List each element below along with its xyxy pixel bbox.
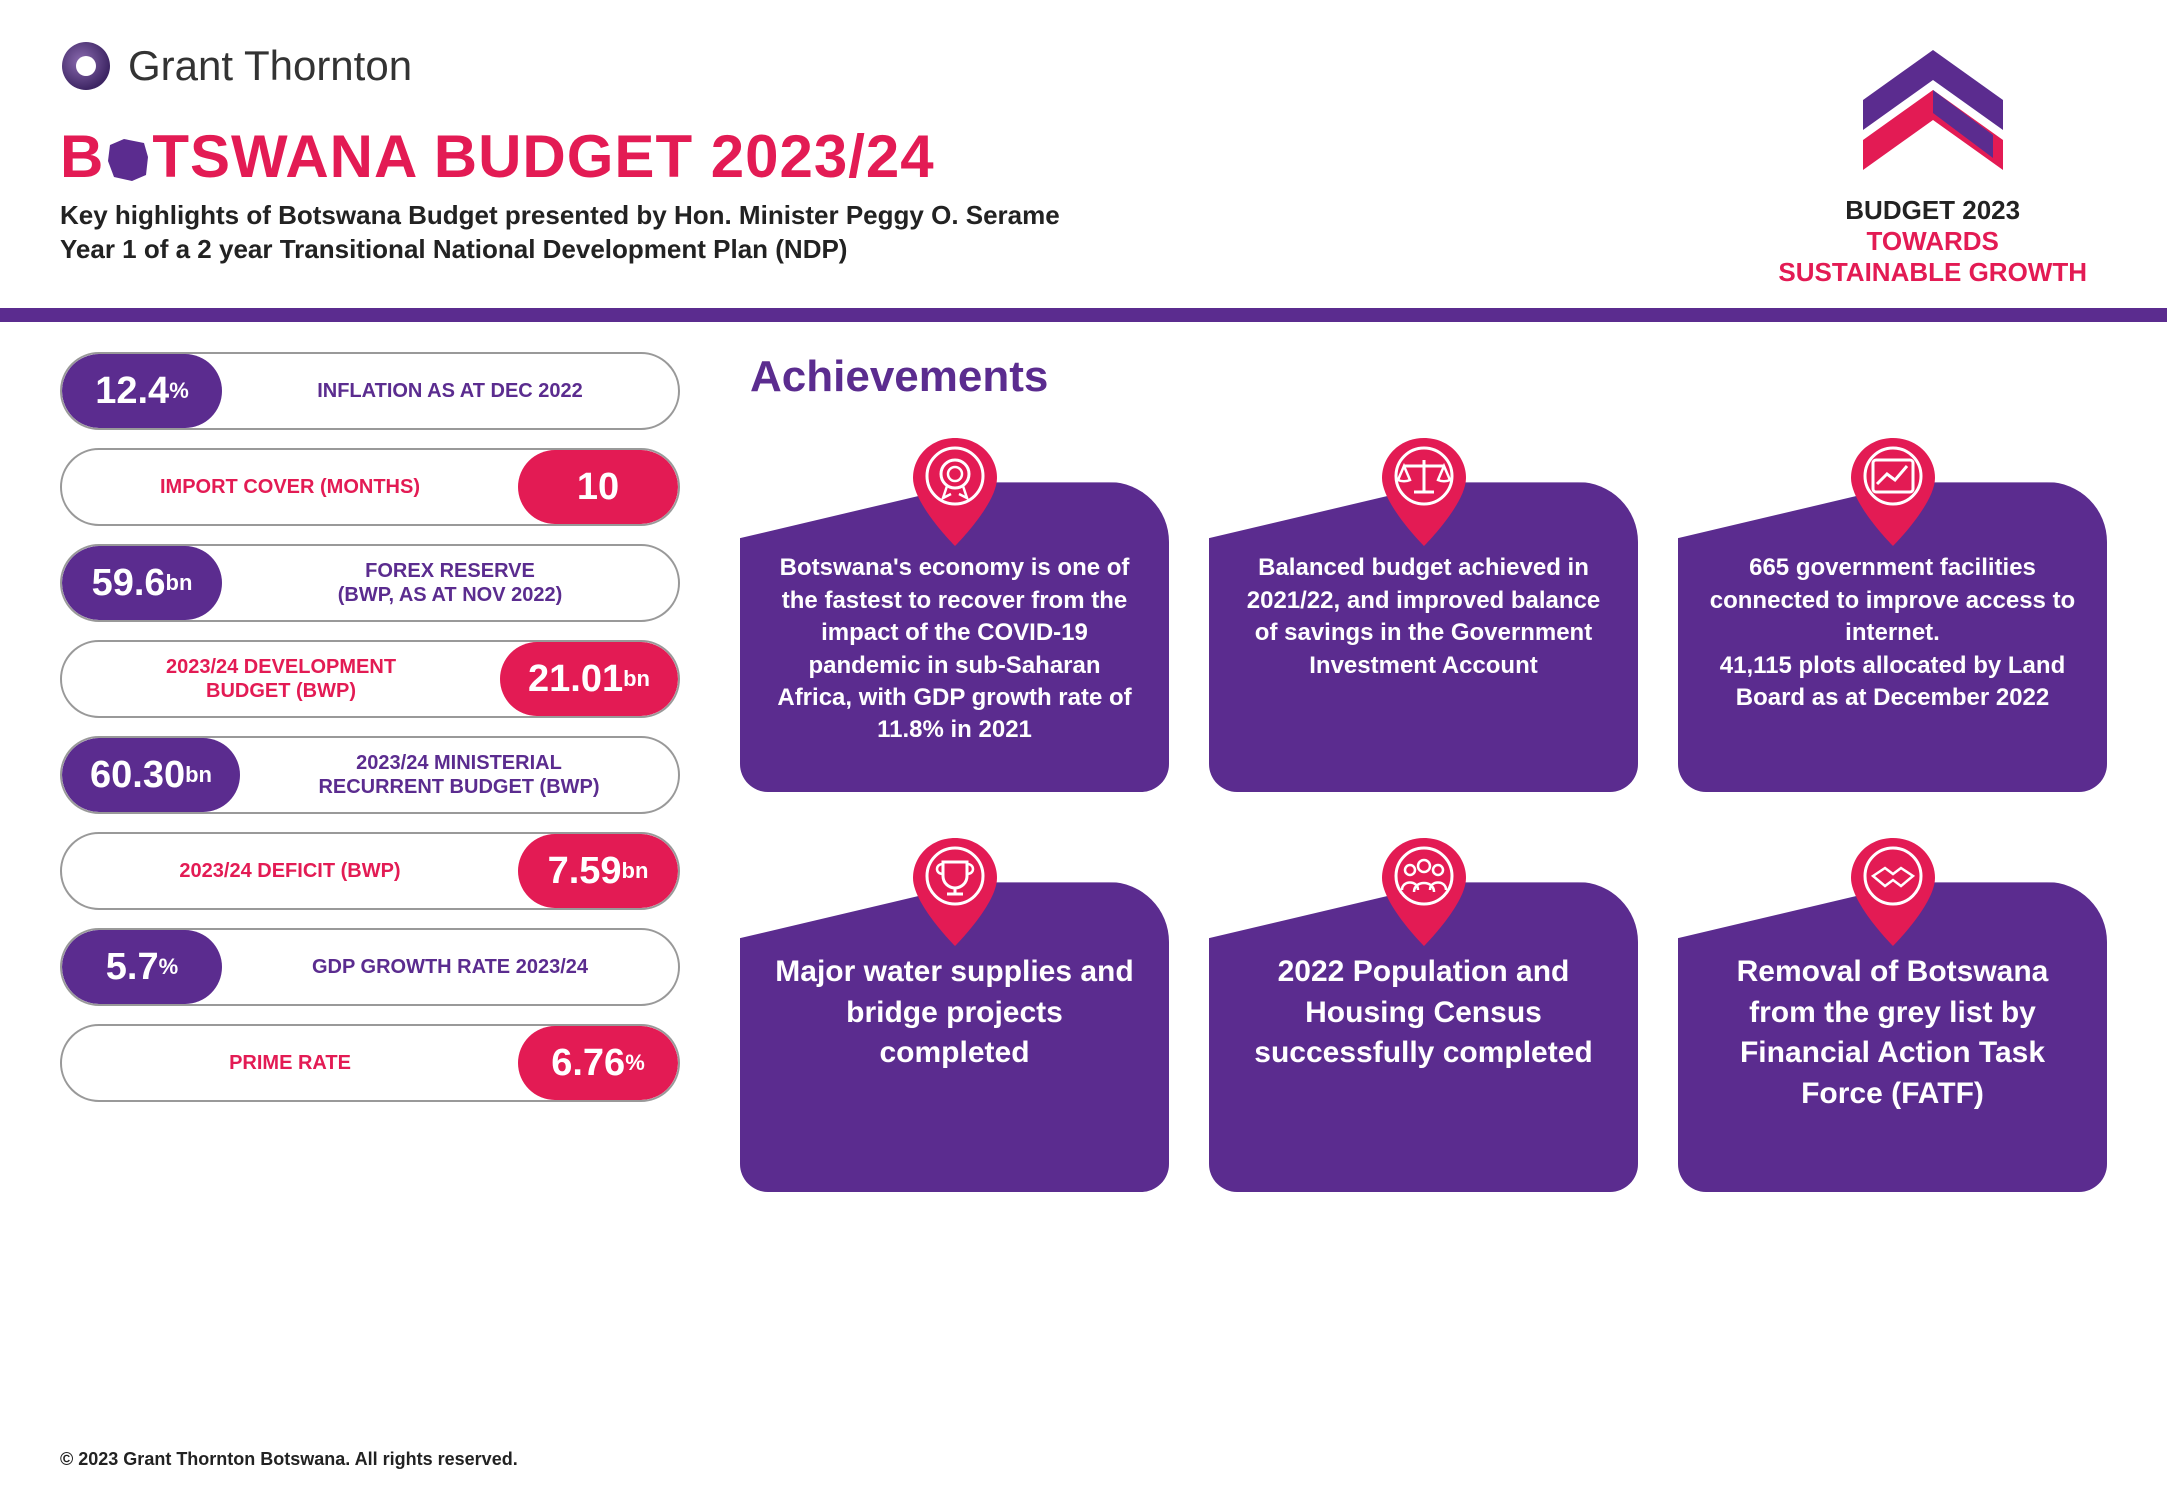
- subtitle-line-1: Key highlights of Botswana Budget presen…: [60, 199, 1778, 233]
- subtitle-line-2: Year 1 of a 2 year Transitional National…: [60, 233, 1778, 267]
- stat-value: 10: [518, 450, 678, 524]
- divider: [0, 308, 2167, 322]
- achievement-card: Removal of Botswana from the grey list b…: [1678, 832, 2107, 1192]
- stat-number: 6.76: [551, 1044, 625, 1082]
- stat-number: 12.4: [95, 372, 169, 410]
- stat-number: 7.59: [548, 852, 622, 890]
- stat-pill: 12.4%INFLATION AS AT DEC 2022: [60, 352, 680, 430]
- title-b: B: [60, 122, 104, 191]
- subtitle: Key highlights of Botswana Budget presen…: [60, 199, 1778, 267]
- stat-value: 60.30bn: [62, 738, 240, 812]
- stat-value: 6.76%: [518, 1026, 678, 1100]
- stat-value: 5.7%: [62, 930, 222, 1004]
- achievement-text: Balanced budget achieved in 2021/22, and…: [1239, 552, 1608, 682]
- badge-tag-2: SUSTAINABLE GROWTH: [1778, 257, 2087, 288]
- stat-pill: 5.7%GDP GROWTH RATE 2023/24: [60, 928, 680, 1006]
- stat-pill: PRIME RATE6.76%: [60, 1024, 680, 1102]
- stat-unit: bn: [166, 570, 193, 596]
- badge-tag-1: TOWARDS: [1778, 226, 2087, 257]
- achievement-text: Botswana's economy is one of the fastest…: [770, 552, 1139, 746]
- stat-pill: 60.30bn2023/24 MINISTERIALRECURRENT BUDG…: [60, 736, 680, 814]
- achievements-grid: Botswana's economy is one of the fastest…: [740, 432, 2107, 1192]
- scales-icon: [1374, 432, 1474, 557]
- header-left: Grant Thornton B TSWANA BUDGET 2023/24 K…: [60, 40, 1778, 288]
- achievement-card: Major water supplies and bridge projects…: [740, 832, 1169, 1192]
- budget-badge: BUDGET 2023 TOWARDS SUSTAINABLE GROWTH: [1778, 40, 2107, 288]
- chevron-up-icon: [1843, 40, 2023, 180]
- stat-number: 5.7: [106, 948, 159, 986]
- stat-value: 12.4%: [62, 354, 222, 428]
- stat-number: 60.30: [90, 756, 185, 794]
- header: Grant Thornton B TSWANA BUDGET 2023/24 K…: [0, 0, 2167, 288]
- brand-logo: Grant Thornton: [60, 40, 1778, 92]
- trophy-icon: [905, 832, 1005, 957]
- achievement-card: Botswana's economy is one of the fastest…: [740, 432, 1169, 792]
- achievement-text: Removal of Botswana from the grey list b…: [1708, 952, 2077, 1114]
- award-icon: [905, 432, 1005, 557]
- badge-year: BUDGET 2023: [1778, 195, 2087, 226]
- stat-label: 2023/24 MINISTERIALRECURRENT BUDGET (BWP…: [240, 751, 678, 799]
- stat-number: 21.01: [528, 660, 623, 698]
- achievement-card: Balanced budget achieved in 2021/22, and…: [1209, 432, 1638, 792]
- stat-label: FOREX RESERVE(BWP, AS AT NOV 2022): [222, 559, 678, 607]
- stat-label: GDP GROWTH RATE 2023/24: [222, 955, 678, 979]
- stat-unit: bn: [622, 858, 649, 884]
- brand-name: Grant Thornton: [128, 42, 412, 90]
- achievement-text: Major water supplies and bridge projects…: [770, 952, 1139, 1074]
- achievement-text: 2022 Population and Housing Census succe…: [1239, 952, 1608, 1074]
- stat-value: 59.6bn: [62, 546, 222, 620]
- stat-unit: %: [159, 954, 179, 980]
- achievement-card: 2022 Population and Housing Census succe…: [1209, 832, 1638, 1192]
- achievement-text: 665 government facilities connected to i…: [1708, 552, 2077, 714]
- stat-label: INFLATION AS AT DEC 2022: [222, 379, 678, 403]
- content: 12.4%INFLATION AS AT DEC 2022IMPORT COVE…: [0, 352, 2167, 1192]
- stat-label: 2023/24 DEFICIT (BWP): [62, 859, 518, 883]
- stat-unit: bn: [623, 666, 650, 692]
- stats-column: 12.4%INFLATION AS AT DEC 2022IMPORT COVE…: [60, 352, 680, 1192]
- people-icon: [1374, 832, 1474, 957]
- stat-pill: 2023/24 DEFICIT (BWP)7.59bn: [60, 832, 680, 910]
- page-title: B TSWANA BUDGET 2023/24: [60, 122, 1778, 191]
- stat-value: 21.01bn: [500, 642, 678, 716]
- achievement-card: 665 government facilities connected to i…: [1678, 432, 2107, 792]
- handshake-icon: [1843, 832, 1943, 957]
- stat-value: 7.59bn: [518, 834, 678, 908]
- achievements-column: Achievements Botswana's economy is one o…: [740, 352, 2107, 1192]
- stat-number: 10: [577, 468, 619, 506]
- copyright: © 2023 Grant Thornton Botswana. All righ…: [60, 1449, 518, 1470]
- achievements-title: Achievements: [750, 352, 2107, 402]
- botswana-map-icon: [104, 135, 152, 183]
- stat-number: 59.6: [92, 564, 166, 602]
- stat-pill: 59.6bnFOREX RESERVE(BWP, AS AT NOV 2022): [60, 544, 680, 622]
- chart-icon: [1843, 432, 1943, 557]
- stat-unit: bn: [185, 762, 212, 788]
- stat-pill: 2023/24 DEVELOPMENTBUDGET (BWP)21.01bn: [60, 640, 680, 718]
- stat-label: PRIME RATE: [62, 1051, 518, 1075]
- grant-thornton-icon: [60, 40, 112, 92]
- stat-unit: %: [625, 1050, 645, 1076]
- title-rest: TSWANA BUDGET 2023/24: [152, 122, 934, 191]
- stat-label: 2023/24 DEVELOPMENTBUDGET (BWP): [62, 655, 500, 703]
- stat-label: IMPORT COVER (MONTHS): [62, 475, 518, 499]
- stat-unit: %: [169, 378, 189, 404]
- stat-pill: IMPORT COVER (MONTHS) 10: [60, 448, 680, 526]
